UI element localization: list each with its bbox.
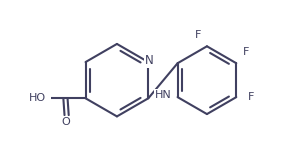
Text: F: F — [248, 92, 255, 102]
Text: F: F — [243, 47, 249, 56]
Text: HO: HO — [29, 93, 46, 103]
Text: N: N — [145, 54, 154, 67]
Text: F: F — [194, 30, 201, 40]
Text: HN: HN — [154, 90, 171, 100]
Text: O: O — [61, 117, 70, 127]
